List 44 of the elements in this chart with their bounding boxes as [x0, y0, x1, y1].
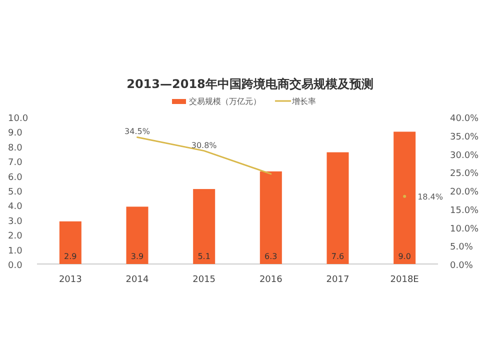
- legend-label: 交易规模（万亿元）: [189, 97, 261, 106]
- y2-tick-label: 20.0%: [450, 188, 480, 198]
- data-label: 9.0: [398, 252, 411, 261]
- y2-tick-label: 0.0%: [450, 261, 474, 271]
- bar: [326, 152, 349, 264]
- y2-tick-label: 40.0%: [450, 114, 480, 124]
- chart-title: 2013—2018年中国跨境电商交易规模及预测: [126, 77, 374, 91]
- data-label: 34.5%: [124, 127, 150, 136]
- y-tick-label: 7.0: [8, 158, 23, 168]
- y-tick-label: 3.0: [8, 216, 23, 227]
- x-tick-label: 2013: [58, 275, 82, 285]
- y2-tick-label: 10.0%: [450, 224, 480, 234]
- y-tick-label: 10.0: [8, 114, 28, 124]
- y2-tick-label: 15.0%: [450, 206, 480, 216]
- y2-tick-label: 35.0%: [450, 132, 480, 142]
- y2-tick-label: 25.0%: [450, 169, 480, 180]
- y-tick-label: 6.0: [8, 172, 23, 183]
- y-tick-label: 9.0: [8, 128, 23, 139]
- data-label: 2.9: [64, 252, 77, 261]
- data-label: 7.6: [331, 252, 344, 261]
- y2-tick-label: 5.0%: [450, 242, 474, 253]
- bar: [126, 206, 148, 264]
- y2-tick-label: 30.0%: [450, 150, 480, 161]
- data-label: 3.9: [130, 252, 144, 261]
- bar: [394, 132, 416, 264]
- x-tick-label: 2018E: [390, 275, 420, 285]
- data-label: 18.4%: [418, 192, 444, 202]
- y-tick-label: 1.0: [8, 246, 23, 256]
- x-tick-label: 2017: [326, 275, 350, 285]
- y-tick-label: 0.0: [8, 261, 23, 271]
- x-tick-label: 2015: [192, 275, 216, 285]
- y-tick-label: 5.0: [8, 188, 23, 198]
- bar: [260, 171, 282, 264]
- data-label: 6.3: [264, 252, 278, 261]
- x-tick-label: 2014: [126, 275, 149, 285]
- bar: [193, 189, 216, 264]
- data-label: 5.1: [198, 252, 210, 261]
- y-tick-label: 2.0: [8, 232, 23, 242]
- x-tick-label: 2016: [259, 275, 283, 285]
- legend-label: 增长率: [291, 97, 316, 106]
- bar: [59, 221, 82, 264]
- y-tick-label: 8.0: [8, 143, 23, 154]
- y-tick-label: 4.0: [8, 202, 23, 212]
- data-label: 30.8%: [191, 140, 218, 150]
